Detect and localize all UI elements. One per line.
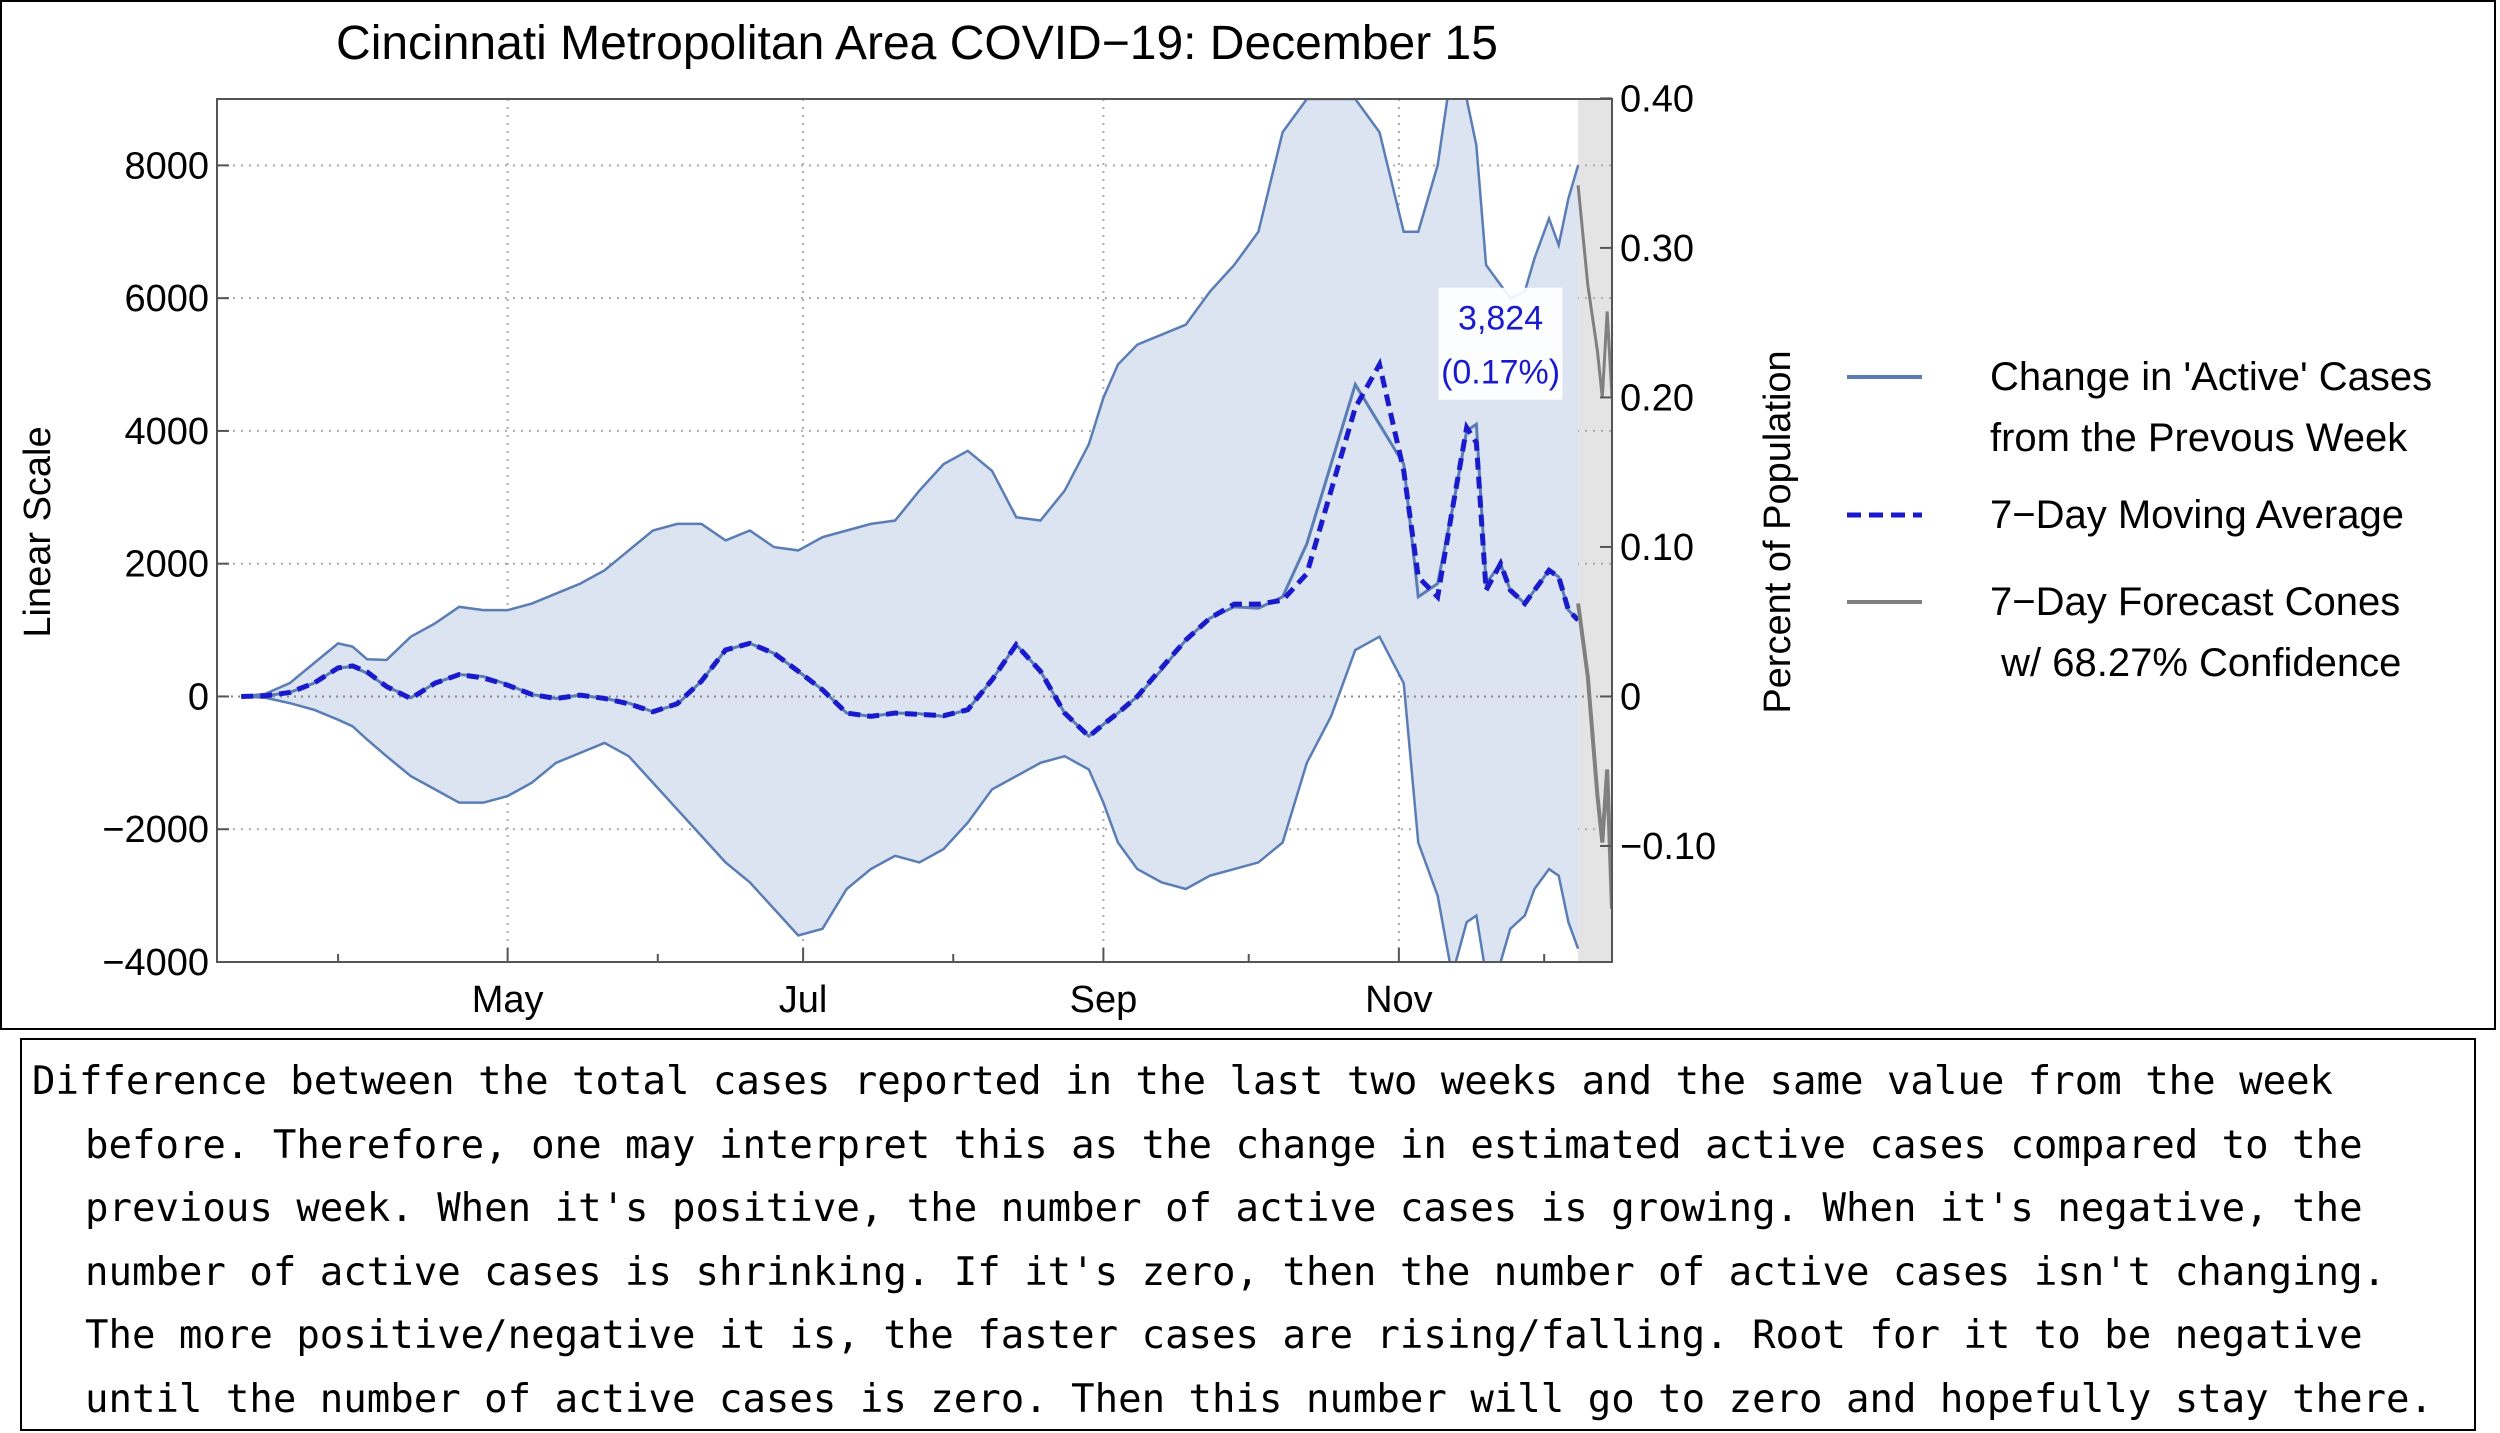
annotation-percent: (0.17%) [1441, 354, 1560, 392]
y-tick-label: 4000 [124, 411, 209, 453]
y-tick-label: 6000 [124, 278, 209, 320]
annotation-box [1438, 287, 1563, 400]
forecast-line [1576, 603, 1612, 909]
x-tick-label: May [472, 979, 544, 1021]
y-tick-label: 0 [188, 676, 209, 718]
caption-line-4: number of active cases is shrinking. If … [85, 1249, 2387, 1295]
caption-box: Difference between the total cases repor… [20, 1038, 2476, 1431]
confidence-band [241, 99, 1579, 962]
caption-line-1: Difference between the total cases repor… [32, 1059, 2334, 1104]
band-upper-edge [241, 99, 1580, 698]
band-lower-edge [241, 635, 1580, 962]
chart-frame: Cincinnati Metropolitan Area COVID−19: D… [0, 0, 2496, 1030]
legend-label-line2: from the Prevous Week [1990, 416, 2408, 460]
moving-average-line [241, 357, 1580, 740]
legend: Change in 'Active' Cases from the Prevous… [1847, 355, 2432, 685]
legend-label: 7−Day Forecast Cones [1990, 580, 2400, 624]
y-tick-label: 8000 [124, 145, 209, 187]
y-tick-label: −4000 [102, 942, 209, 984]
y2-tick-label: 0.40 [1620, 78, 1694, 120]
legend-label: 7−Day Moving Average [1990, 493, 2404, 537]
y-axis-title-right: Percent of Population [1757, 350, 1799, 713]
caption-line-5: The more positive/negative it is, the fa… [85, 1313, 2363, 1358]
caption-line-2: before. Therefore, one may interpret thi… [85, 1122, 2363, 1168]
annotation-value: 3,824 [1458, 300, 1543, 338]
y2-tick-label: 0.10 [1620, 527, 1694, 569]
legend-label: Change in 'Active' Cases [1990, 355, 2432, 399]
x-tick-label: Nov [1365, 979, 1433, 1021]
y2-tick-label: 0 [1620, 676, 1641, 718]
y2-tick-label: −0.10 [1620, 826, 1716, 868]
plot-clip-group [217, 99, 1612, 962]
forecast-upper-line [1576, 185, 1612, 398]
y-tick-label: 2000 [124, 544, 209, 586]
x-tick-label: Sep [1070, 979, 1138, 1021]
plot-frame [216, 98, 1613, 963]
caption-line-3: previous week. When it's positive, the n… [85, 1186, 2363, 1231]
y2-tick-label: 0.30 [1620, 228, 1694, 270]
y2-tick-label: 0.20 [1620, 377, 1694, 419]
plot-area: 8000 6000 4000 2000 0 −2000 −4000 0.40 0.30 0.20 0… [102, 78, 1716, 1021]
x-tick-label: Jul [779, 979, 828, 1021]
y-tick-label: −2000 [102, 809, 209, 851]
chart-canvas: Cincinnati Metropolitan Area COVID−19: D… [17, 17, 2432, 1021]
y-axis-title-left: Linear Scale [17, 426, 59, 637]
caption-line-6: until the number of active cases is zero… [85, 1376, 2433, 1422]
legend-label-line2: w/ 68.27% Confidence [1990, 641, 2401, 685]
chart-title: Cincinnati Metropolitan Area COVID−19: D… [336, 17, 1498, 70]
